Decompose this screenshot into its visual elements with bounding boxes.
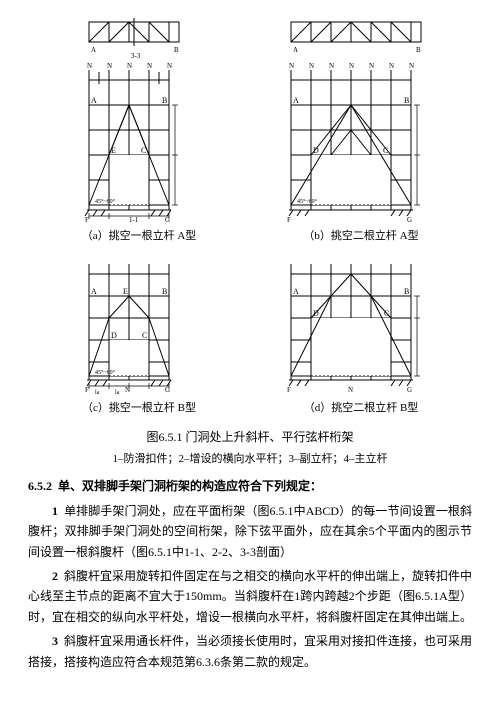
item-text: 斜腹杆宜采用旋转扣件固定在与之相交的横向水平杆的伸出端上，旋转扣件中心线至主节点… xyxy=(28,569,472,624)
caption-c: （c）挑空一根立杆 B型 xyxy=(28,399,250,418)
svg-text:D: D xyxy=(313,146,319,155)
figure-b-elevation: N N N N N N N A B D C F G 45°~60° xyxy=(271,60,441,224)
svg-text:N: N xyxy=(348,386,353,394)
svg-text:B: B xyxy=(162,96,167,105)
svg-text:C: C xyxy=(142,331,147,340)
svg-text:N: N xyxy=(289,62,294,70)
item-text: 斜腹杆宜采用通长杆件，当必须接长使用时，宜采用对接扣件连接，也可采用搭接，搭接构… xyxy=(28,634,472,668)
figure-b: AB NN NN xyxy=(271,14,441,224)
svg-text:C: C xyxy=(141,146,146,155)
svg-text:N: N xyxy=(389,62,394,70)
svg-text:F: F xyxy=(85,386,89,394)
figure-c-elevation: AEB DC FNG 45°~60° lala xyxy=(59,256,209,396)
svg-text:A: A xyxy=(91,46,96,54)
para-3: 3斜腹杆宜采用通长杆件，当必须接长使用时，宜采用对接扣件连接，也可采用搭接，搭接… xyxy=(28,631,472,672)
svg-text:G: G xyxy=(407,216,412,224)
svg-text:E: E xyxy=(123,287,128,296)
svg-text:C: C xyxy=(384,309,389,318)
figure-a-elevation: NN NNN AB EC FG 45°~60° 1-1 xyxy=(59,60,209,224)
item-text: 单排脚手架门洞处，应在平面桁架（图6.5.1中ABCD）的每一节间设置一根斜腹杆… xyxy=(28,504,472,559)
svg-text:45°~60°: 45°~60° xyxy=(95,369,116,376)
figure-row-top: AB 3-3 xyxy=(28,14,472,224)
svg-text:3-3: 3-3 xyxy=(131,52,141,60)
svg-text:B: B xyxy=(404,287,409,296)
figure-c: AEB DC FNG 45°~60° lala xyxy=(59,256,209,396)
figure-d: A B D C F N G xyxy=(271,256,441,396)
svg-text:N: N xyxy=(349,62,354,70)
caption-row-bottom: （c）挑空一根立杆 B型 （d）挑空二根立杆 B型 xyxy=(28,399,472,418)
svg-text:F: F xyxy=(287,216,291,224)
svg-text:E: E xyxy=(111,146,116,155)
figure-b-plan: AB xyxy=(271,14,441,60)
svg-text:N: N xyxy=(329,62,334,70)
figure-title: 图6.5.1 门洞处上升斜杆、平行弦杆桁架 xyxy=(28,427,472,447)
figure-legend: 1–防滑扣件；2–增设的横向水平杆；3–副立杆；4–主立杆 xyxy=(28,450,472,469)
para-1: 1单排脚手架门洞处，应在平面桁架（图6.5.1中ABCD）的每一节间设置一根斜腹… xyxy=(28,501,472,562)
item-number: 3 xyxy=(52,634,58,648)
svg-text:A: A xyxy=(293,96,299,105)
caption-a: （a）挑空一根立杆 A型 xyxy=(28,227,250,246)
svg-text:N: N xyxy=(409,62,414,70)
svg-text:D: D xyxy=(111,331,117,340)
svg-text:1-1: 1-1 xyxy=(129,216,139,224)
svg-text:A: A xyxy=(91,96,97,105)
svg-text:A: A xyxy=(293,46,298,54)
section-number: 6.5.2 xyxy=(28,476,52,496)
svg-text:F: F xyxy=(287,386,291,394)
item-number: 1 xyxy=(52,504,58,518)
svg-text:45°~60°: 45°~60° xyxy=(297,198,318,205)
item-number: 2 xyxy=(52,569,58,583)
svg-text:la: la xyxy=(95,390,100,396)
svg-text:N: N xyxy=(87,62,92,70)
svg-text:B: B xyxy=(416,46,421,54)
figure-d-elevation: A B D C F N G xyxy=(271,256,441,396)
caption-row-top: （a）挑空一根立杆 A型 （b）挑空二根立杆 A型 xyxy=(28,227,472,246)
svg-text:la: la xyxy=(115,390,120,396)
figure-row-bottom: A E B D C F N G 45°~60° la la xyxy=(28,256,472,396)
svg-text:45°~60°: 45°~60° xyxy=(95,198,116,205)
svg-text:N: N xyxy=(167,62,172,70)
svg-text:C: C xyxy=(383,146,388,155)
svg-text:B: B xyxy=(174,46,179,54)
figure-a: A B 3-3 xyxy=(59,14,209,224)
svg-text:A: A xyxy=(293,287,299,296)
svg-text:N: N xyxy=(147,62,152,70)
svg-text:B: B xyxy=(162,287,167,296)
svg-text:F: F xyxy=(85,216,89,224)
para-2: 2斜腹杆宜采用旋转扣件固定在与之相交的横向水平杆的伸出端上，旋转扣件中心线至主节… xyxy=(28,566,472,627)
caption-d: （d）挑空二根立杆 B型 xyxy=(250,399,472,418)
section-heading: 6.5.2 单、双排脚手架门洞桁架的构造应符合下列规定： xyxy=(28,476,472,496)
svg-text:D: D xyxy=(313,309,319,318)
svg-text:N: N xyxy=(309,62,314,70)
svg-text:A: A xyxy=(91,287,97,296)
svg-text:B: B xyxy=(404,96,409,105)
figure-a-plan: A B 3-3 xyxy=(59,14,209,60)
svg-text:G: G xyxy=(407,386,412,394)
svg-text:N: N xyxy=(369,62,374,70)
svg-text:N: N xyxy=(127,62,132,70)
section-head-text: 单、双排脚手架门洞桁架的构造应符合下列规定： xyxy=(58,479,322,493)
svg-text:N: N xyxy=(107,62,112,70)
caption-b: （b）挑空二根立杆 A型 xyxy=(250,227,472,246)
